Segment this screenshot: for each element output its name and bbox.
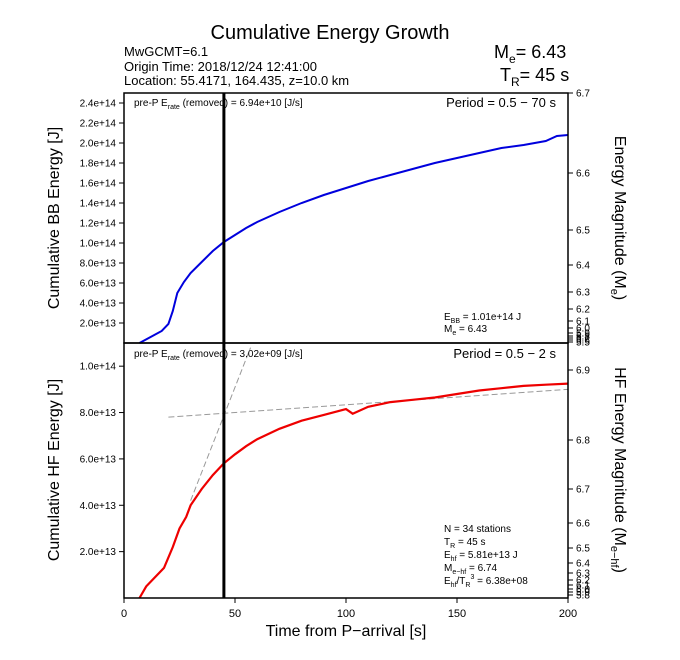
bb-plot-frame (123, 92, 569, 344)
x-tick-label: 0 (121, 608, 127, 620)
y-tick-label: 1.0e+14 (80, 362, 117, 373)
bb-prep-label: pre-P Erate (removed) = 6.94e+10 [J/s] (134, 98, 303, 111)
y2-tick-label: 6.3 (576, 288, 590, 299)
bb-y2-axis-label: Energy Magnitude (Me) (608, 136, 628, 300)
y-tick-label: 1.8e+14 (80, 159, 117, 170)
x-axis-label: Time from P−arrival [s] (266, 623, 427, 640)
event-label: MwGCMT=6.1 (124, 44, 208, 59)
y2-tick-label: 5.8 (576, 332, 590, 343)
y2-tick-label: 5.9 (576, 588, 590, 599)
bb-energy-line (139, 134, 569, 344)
y-tick-label: 2.0e+13 (80, 319, 117, 330)
bb-period-label: Period = 0.5 − 70 s (446, 95, 556, 110)
y2-tick-label: 6.1 (576, 581, 590, 592)
y2-tick-label: 6.0 (576, 585, 590, 596)
hf-ehf-annotation: Ehf = 5.81e+13 J (444, 550, 518, 563)
hf-ratio-annotation: Ehf/TR3 = 6.38e+08 (444, 574, 528, 589)
y-tick-label: 1.4e+14 (80, 199, 117, 210)
hf-tr-annotation: TR = 45 s (444, 537, 485, 550)
y2-tick-label: 6.0 (576, 324, 590, 335)
y-tick-label: 1.2e+14 (80, 219, 117, 230)
y-tick-label: 4.0e+13 (80, 299, 117, 310)
y-tick-label: 8.0e+13 (80, 259, 117, 270)
y-tick-label: 2.0e+14 (80, 139, 117, 150)
y2-tick-label: 6.4 (576, 261, 590, 272)
bb-me-annotation: Me = 6.43 (444, 324, 488, 337)
bb-y-axis-label: Cumulative BB Energy [J] (46, 127, 63, 309)
y2-tick-label: 6.5 (576, 544, 590, 555)
hf-stations-annotation: N = 34 stations (444, 524, 511, 535)
y2-tick-label: 6.8 (576, 436, 590, 447)
y2-tick-label: 6.7 (576, 485, 590, 496)
y2-tick-label: 5.8 (576, 591, 590, 602)
y2-tick-label: 6.2 (576, 576, 590, 587)
x-tick-label: 50 (229, 608, 241, 620)
y2-tick-label: 5.6 (576, 336, 590, 347)
y2-tick-label: 6.5 (576, 226, 590, 237)
hf-mehf-annotation: Me−hf = 6.74 (444, 563, 497, 576)
y-tick-label: 8.0e+13 (80, 408, 117, 419)
x-tick-label: 200 (559, 608, 577, 620)
hf-y-axis-label: Cumulative HF Energy [J] (46, 379, 63, 561)
y-tick-label: 4.0e+13 (80, 501, 117, 512)
trend-guide-line (190, 347, 252, 501)
y2-tick-label: 6.6 (576, 519, 590, 530)
y-tick-label: 1.0e+14 (80, 239, 117, 250)
magnitude-summary: Me= 6.43 (494, 42, 566, 66)
hf-energy-line (138, 382, 569, 599)
y2-tick-label: 6.4 (576, 559, 590, 570)
y2-tick-label: 6.9 (576, 366, 590, 377)
y-tick-label: 2.0e+13 (80, 547, 117, 558)
rupture-duration-summary: TR= 45 s (500, 65, 569, 89)
y2-tick-label: 5.9 (576, 329, 590, 340)
y2-tick-label: 5.7 (576, 334, 590, 345)
y-tick-label: 6.0e+13 (80, 454, 117, 465)
bb-ebb-annotation: EBB = 1.01e+14 J (444, 312, 521, 325)
y-tick-label: 1.6e+14 (80, 179, 117, 190)
location-label: Location: 55.4171, 164.435, z=10.0 km (124, 73, 349, 88)
y2-tick-label: 6.6 (576, 169, 590, 180)
x-tick-label: 100 (337, 608, 355, 620)
hf-period-label: Period = 0.5 − 2 s (453, 346, 556, 361)
bb-panel: pre-P Erate (removed) = 6.94e+10 [J/s] P… (46, 89, 628, 349)
hf-y2-axis-label: HF Energy Magnitude (Me−hf) (608, 367, 628, 573)
y2-tick-label: 5.5 (576, 338, 590, 349)
hf-panel: pre-P Erate (removed) = 3.02e+09 [J/s] P… (46, 342, 628, 640)
y2-tick-label: 6.3 (576, 569, 590, 580)
y-tick-label: 2.2e+14 (80, 119, 117, 130)
origin-time-label: Origin Time: 2018/12/24 12:41:00 (124, 59, 317, 74)
trend-guide-line (168, 388, 569, 418)
y2-tick-label: 6.2 (576, 305, 590, 316)
x-tick-label: 150 (448, 608, 466, 620)
hf-prep-label: pre-P Erate (removed) = 3.02e+09 [J/s] (134, 349, 303, 362)
y2-tick-label: 6.1 (576, 317, 590, 328)
y2-tick-label: 6.7 (576, 89, 590, 100)
figure-title: Cumulative Energy Growth (211, 22, 450, 44)
y-tick-label: 6.0e+13 (80, 279, 117, 290)
y-tick-label: 2.4e+14 (80, 99, 117, 110)
